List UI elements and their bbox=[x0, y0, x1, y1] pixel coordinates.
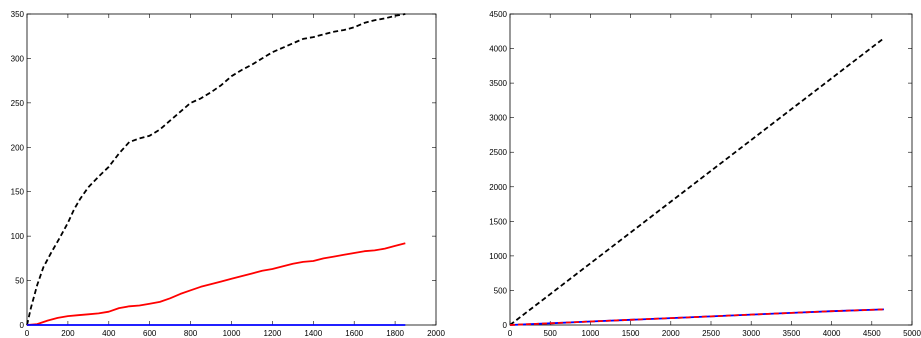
x-tick-label: 200 bbox=[61, 329, 75, 338]
y-tick-label: 100 bbox=[11, 232, 25, 241]
left-plot-panel: 0 200 400 600 800 1000 1200 1400 1600 1800 2000 0 50… bbox=[11, 10, 446, 338]
x-tick-label: 2000 bbox=[427, 329, 445, 338]
y-tick-label: 3000 bbox=[489, 114, 507, 123]
y-tick-label: 1500 bbox=[489, 217, 507, 226]
x-tick-label: 800 bbox=[184, 329, 198, 338]
x-tick-label: 1600 bbox=[345, 329, 363, 338]
y-tick-label: 2500 bbox=[489, 148, 507, 157]
x-tick-label: 3000 bbox=[742, 329, 760, 338]
y-tick-label: 50 bbox=[15, 277, 24, 286]
x-tick-label: 500 bbox=[544, 329, 558, 338]
y-tick-label: 300 bbox=[11, 54, 25, 63]
x-tick-label: 4500 bbox=[863, 329, 881, 338]
series-line-2 bbox=[509, 308, 884, 326]
y-tick-label: 4500 bbox=[489, 10, 507, 19]
y-tick-label: 250 bbox=[11, 99, 25, 108]
x-tick-label: 2000 bbox=[662, 329, 680, 338]
x-tick-label: 0 bbox=[508, 329, 513, 338]
x-tick-label: 1200 bbox=[264, 329, 282, 338]
y-tick-label: 2000 bbox=[489, 183, 507, 192]
x-tick-label: 1500 bbox=[622, 329, 640, 338]
x-tick-label: 0 bbox=[25, 329, 30, 338]
right-plot-panel: 0 500 1000 1500 2000 2500 3000 3500 4000 4500 5000… bbox=[489, 10, 921, 338]
y-tick-label: 200 bbox=[11, 143, 25, 152]
y-tick-label: 4000 bbox=[489, 45, 507, 54]
y-tick-label: 150 bbox=[11, 188, 25, 197]
y-tick-label: 0 bbox=[20, 321, 25, 330]
series-line-0 bbox=[509, 37, 885, 326]
y-tick-label: 500 bbox=[494, 286, 508, 295]
series-line-0 bbox=[26, 13, 406, 326]
x-tick-label: 600 bbox=[143, 329, 157, 338]
x-tick-label: 1400 bbox=[304, 329, 322, 338]
y-tick-label: 3500 bbox=[489, 79, 507, 88]
x-tick-label: 400 bbox=[102, 329, 116, 338]
series-line-1 bbox=[26, 242, 406, 326]
x-tick-label: 3500 bbox=[783, 329, 801, 338]
x-tick-label: 5000 bbox=[903, 329, 921, 338]
x-tick-label: 1800 bbox=[386, 329, 404, 338]
y-tick-label: 0 bbox=[503, 321, 508, 330]
x-tick-label: 1000 bbox=[223, 329, 241, 338]
y-tick-label: 350 bbox=[11, 10, 25, 19]
x-tick-label: 4000 bbox=[823, 329, 841, 338]
y-tick-label: 1000 bbox=[489, 252, 507, 261]
x-tick-label: 2500 bbox=[702, 329, 720, 338]
x-tick-label: 1000 bbox=[582, 329, 600, 338]
